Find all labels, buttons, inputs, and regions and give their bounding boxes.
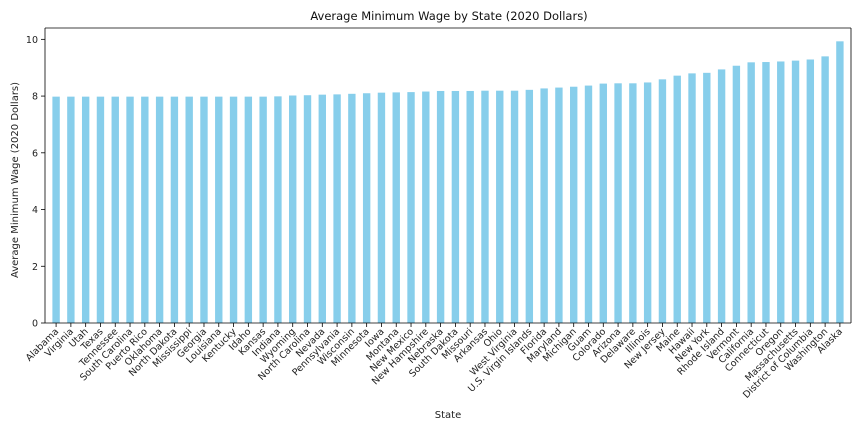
bar xyxy=(555,87,563,323)
bar xyxy=(629,83,637,323)
bar xyxy=(422,91,430,323)
bar xyxy=(762,62,770,323)
y-tick-label: 0 xyxy=(32,319,38,330)
bar xyxy=(717,69,726,323)
y-tick-label: 6 xyxy=(32,148,38,159)
bar xyxy=(540,88,548,323)
bar xyxy=(658,79,667,323)
bar xyxy=(259,96,267,323)
bar xyxy=(777,61,785,323)
y-tick-label: 10 xyxy=(26,35,38,46)
bar xyxy=(481,90,489,323)
bar xyxy=(229,96,238,323)
bar xyxy=(81,96,90,323)
bar xyxy=(525,89,534,323)
bar xyxy=(200,96,208,323)
bar xyxy=(289,95,297,323)
bar xyxy=(141,96,149,323)
bar xyxy=(377,92,386,323)
bar xyxy=(747,62,755,323)
bar xyxy=(348,93,356,323)
bar xyxy=(111,96,119,323)
bar xyxy=(407,92,415,323)
bar xyxy=(643,82,652,324)
bar xyxy=(584,85,593,323)
bar xyxy=(96,96,105,323)
bar xyxy=(599,83,607,323)
bar xyxy=(244,96,253,323)
bar xyxy=(155,96,164,323)
bar xyxy=(215,96,223,323)
bar xyxy=(67,96,75,323)
bar xyxy=(614,83,622,323)
bar xyxy=(703,72,711,323)
bar xyxy=(185,96,193,323)
x-axis-title: State xyxy=(435,410,461,421)
bar xyxy=(570,86,578,323)
bar xyxy=(436,90,445,323)
y-tick-label: 2 xyxy=(32,262,38,273)
bar xyxy=(673,75,681,324)
bar xyxy=(170,96,179,323)
bar xyxy=(451,90,460,323)
bar xyxy=(791,60,800,324)
y-tick-label: 4 xyxy=(32,205,38,216)
bars-group xyxy=(52,41,844,324)
bar xyxy=(510,90,519,323)
bar xyxy=(318,94,326,323)
bar xyxy=(392,92,400,323)
bar xyxy=(836,41,844,323)
bar xyxy=(821,56,829,324)
bar xyxy=(126,96,134,323)
y-axis-title: Average Minimum Wage (2020 Dollars) xyxy=(10,82,21,278)
chart-title: Average Minimum Wage by State (2020 Doll… xyxy=(310,9,587,23)
bar xyxy=(303,95,312,323)
bar xyxy=(274,96,282,323)
bar xyxy=(333,94,341,324)
bar xyxy=(688,73,696,323)
bar xyxy=(732,65,741,323)
y-tick-label: 8 xyxy=(32,92,38,103)
bar xyxy=(496,90,504,323)
bar xyxy=(362,93,371,324)
bar xyxy=(52,96,60,323)
bar xyxy=(806,59,815,324)
bar xyxy=(466,90,474,323)
